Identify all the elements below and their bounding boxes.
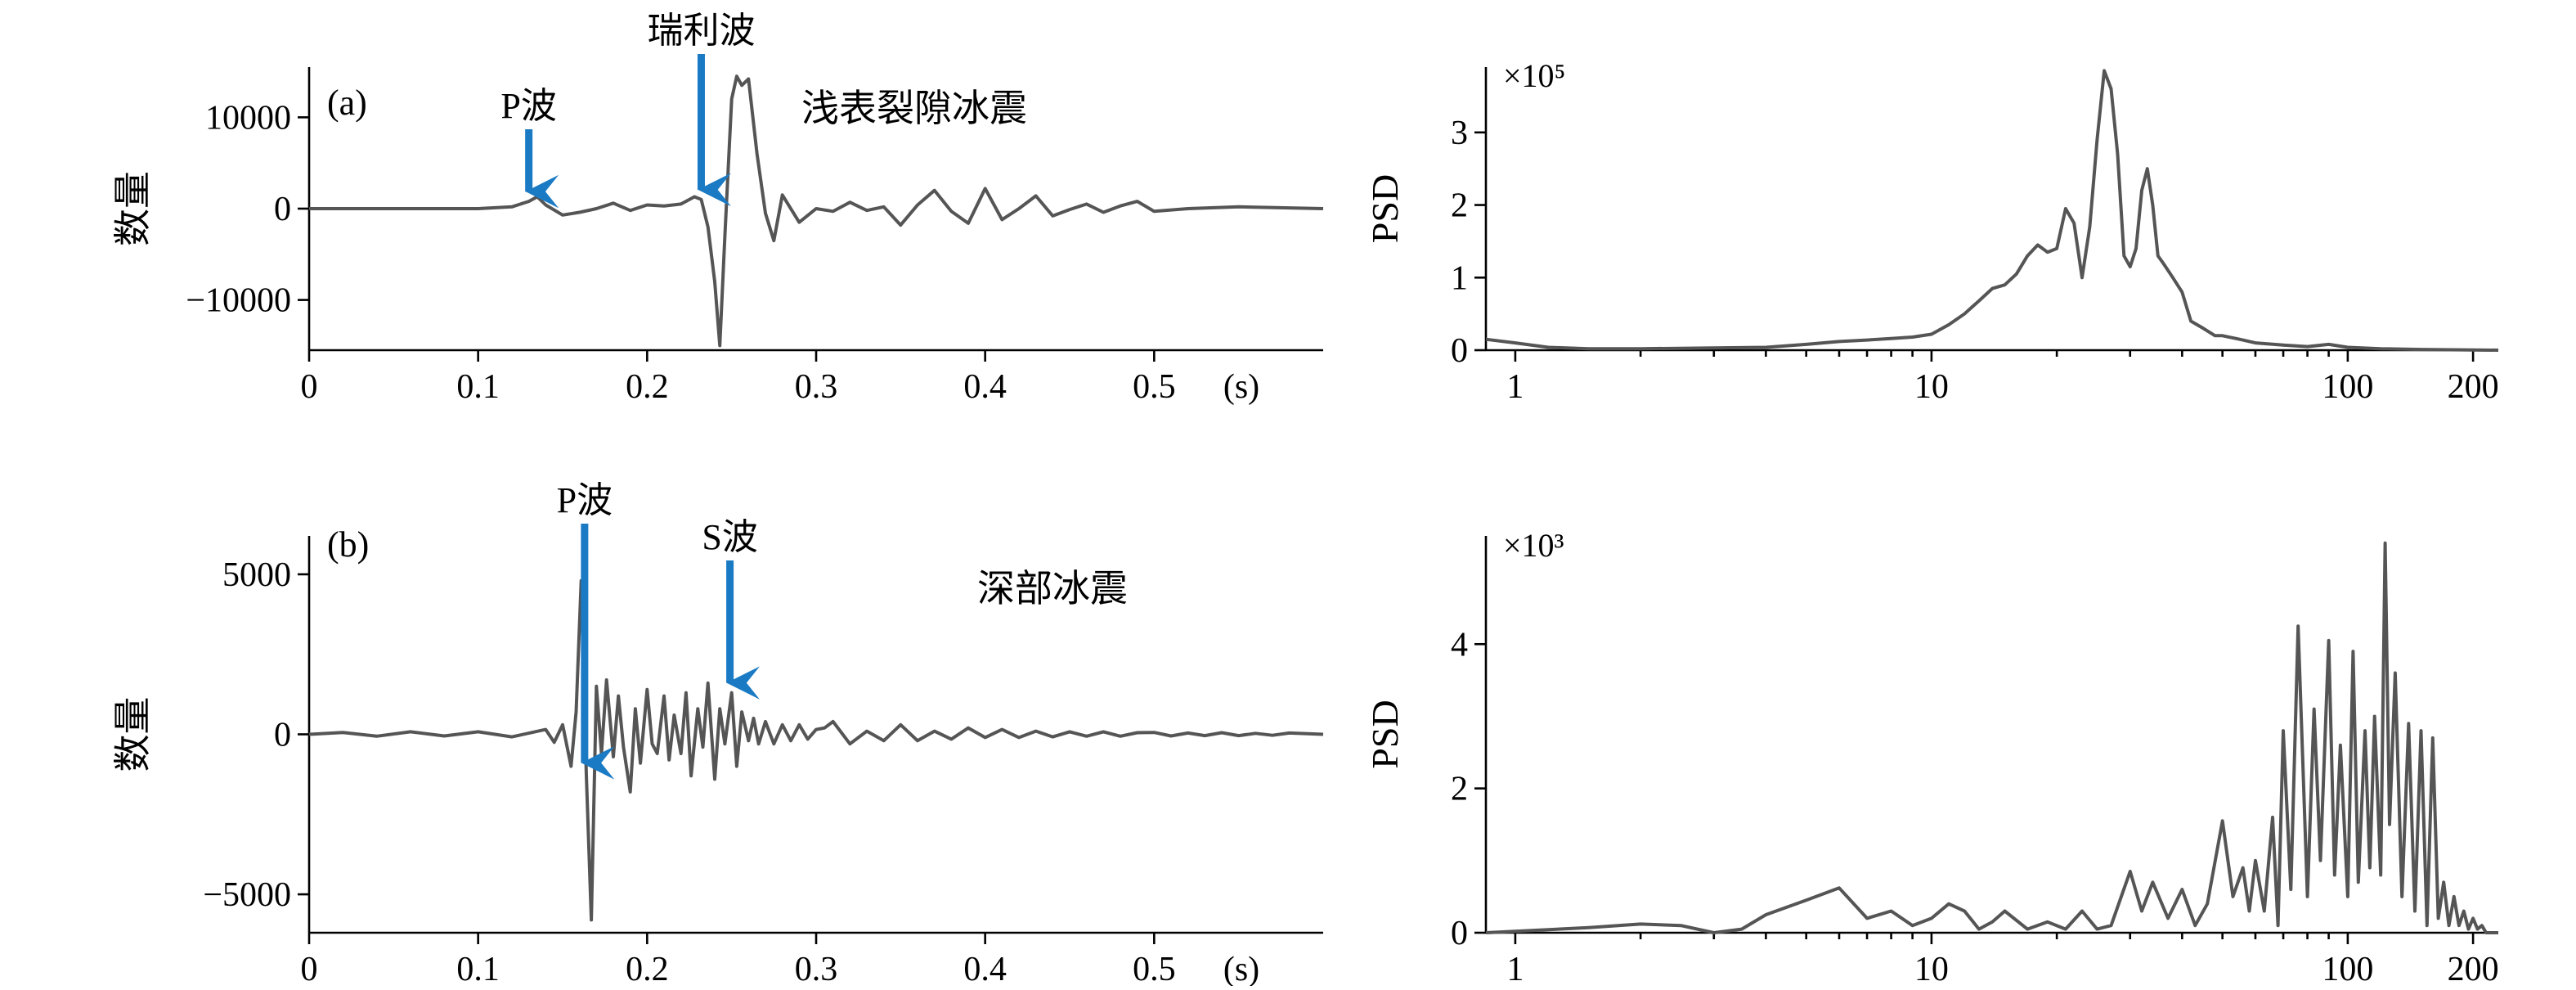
chart-panel-a-time: 0 0.1 0.2 0.3 0.4 0.5 (s) 10000 0 −10000 数量 (a) 浅表裂隙… bbox=[112, 11, 1324, 406]
x-tick-label: 1 bbox=[1506, 951, 1524, 986]
x-tick-label: 0.2 bbox=[626, 951, 669, 986]
wave-arrow-label: P波 bbox=[500, 86, 556, 126]
x-tick-label: 0.5 bbox=[1133, 951, 1176, 986]
x-tick-label: 0.2 bbox=[626, 368, 669, 406]
y-tick-label: 0 bbox=[1451, 915, 1468, 952]
x-tick-label: 100 bbox=[2322, 951, 2373, 986]
x-tick-label: 1 bbox=[1506, 368, 1524, 406]
chart-panel-b-psd: 1 10 100 200 0 2 4 PSD ×10³ bbox=[1364, 527, 2499, 988]
series-line bbox=[308, 578, 1324, 922]
x-unit-label: (s) bbox=[1223, 951, 1259, 986]
panel-label: (a) bbox=[327, 83, 367, 123]
chart-panel-b-time: 0 0.1 0.2 0.3 0.4 0.5 (s) 5000 0 −5000 数量 (b) 深部冰震 P波… bbox=[112, 480, 1324, 988]
scale-exponent-label: ×10⁵ bbox=[1503, 57, 1566, 94]
scale-exponent-label: ×10³ bbox=[1503, 527, 1564, 564]
y-tick-label: 0 bbox=[274, 191, 291, 228]
wave-arrow-label: S波 bbox=[702, 517, 757, 557]
y-tick-label: −5000 bbox=[203, 876, 291, 914]
annotation-text: 浅表裂隙冰震 bbox=[801, 88, 1027, 129]
series-line bbox=[1485, 69, 2499, 352]
y-axis-label: 数量 bbox=[112, 171, 154, 246]
x-tick-label: 200 bbox=[2448, 951, 2499, 986]
series-line bbox=[309, 74, 1324, 348]
annotation-text: 深部冰震 bbox=[977, 568, 1128, 610]
y-tick-label: 0 bbox=[1451, 332, 1468, 370]
y-axis-label: 数量 bbox=[112, 697, 154, 772]
wave-arrow-label: P波 bbox=[557, 480, 613, 520]
x-tick-label: 200 bbox=[2448, 368, 2499, 406]
x-unit-label: (s) bbox=[1223, 368, 1259, 406]
x-tick-label: 0.3 bbox=[795, 368, 838, 406]
y-tick-label: 10000 bbox=[205, 99, 291, 137]
x-tick-label: 0.1 bbox=[456, 368, 500, 406]
x-tick-label: 0.3 bbox=[795, 951, 838, 986]
x-tick-label: 0.1 bbox=[456, 951, 500, 986]
y-tick-label: 1 bbox=[1451, 259, 1468, 297]
x-tick-label: 100 bbox=[2322, 368, 2373, 406]
x-tick-label: 0 bbox=[301, 368, 318, 406]
y-tick-label: 5000 bbox=[222, 556, 291, 594]
y-axis-label: PSD bbox=[1364, 174, 1406, 243]
x-tick-label: 10 bbox=[1914, 368, 1949, 406]
x-tick-label: 10 bbox=[1914, 951, 1949, 986]
y-axis-label: PSD bbox=[1364, 700, 1406, 768]
wave-arrow-label: 瑞利波 bbox=[647, 11, 755, 51]
series-line bbox=[1485, 541, 2498, 934]
y-tick-label: 4 bbox=[1451, 626, 1468, 664]
x-tick-label: 0.5 bbox=[1133, 368, 1176, 406]
panel-label: (b) bbox=[327, 524, 369, 565]
y-tick-label: 0 bbox=[274, 717, 291, 754]
y-tick-label: 2 bbox=[1451, 771, 1468, 808]
x-tick-label: 0 bbox=[301, 951, 318, 986]
x-tick-label: 0.4 bbox=[963, 951, 1007, 986]
y-tick-label: −10000 bbox=[186, 282, 291, 320]
y-tick-label: 2 bbox=[1451, 187, 1468, 225]
y-tick-label: 3 bbox=[1451, 115, 1468, 152]
x-tick-label: 0.4 bbox=[963, 368, 1007, 406]
